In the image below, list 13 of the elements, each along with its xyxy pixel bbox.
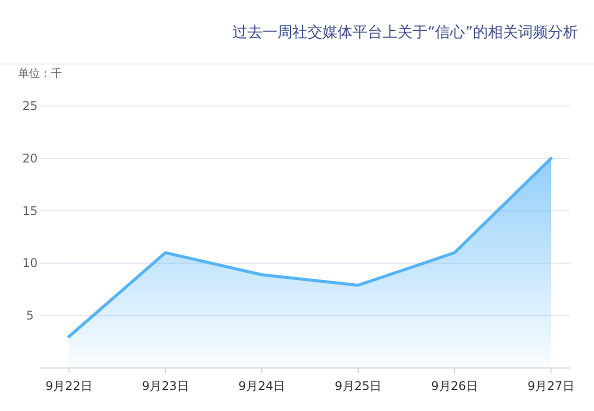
x-tick-label: 9月24日 <box>238 379 286 393</box>
y-tick-label: 10 <box>22 256 38 270</box>
x-tick-label: 9月23日 <box>142 379 189 393</box>
x-tick-label: 9月26日 <box>431 379 478 393</box>
y-tick-label: 15 <box>22 204 38 218</box>
y-tick-label: 20 <box>22 151 38 166</box>
y-axis-title: 单位：千 <box>18 67 62 80</box>
x-tick-label: 9月27日 <box>528 379 574 393</box>
y-tick-label: 25 <box>22 99 38 113</box>
chart-title: 过去一周社交媒体平台上关于“信心”的相关词频分析 <box>232 23 578 41</box>
x-tick-label: 9月22日 <box>46 379 92 393</box>
x-tick-label: 9月25日 <box>334 379 382 393</box>
y-tick-label: 5 <box>26 308 34 323</box>
